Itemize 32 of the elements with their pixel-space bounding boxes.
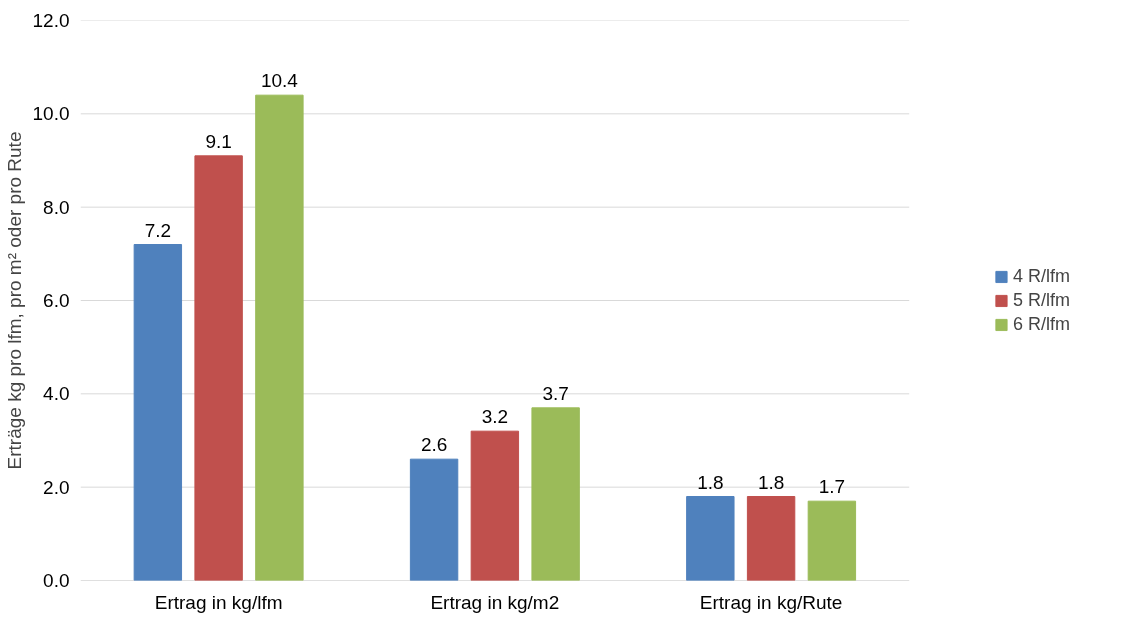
y-tick-label: 6.0 xyxy=(43,290,70,311)
data-label: 2.6 xyxy=(420,434,448,456)
bar xyxy=(686,496,735,581)
bar xyxy=(133,244,183,581)
y-tick-label: 4.0 xyxy=(43,383,70,405)
data-label: 1.7 xyxy=(818,476,846,498)
data-label: 10.4 xyxy=(260,70,299,92)
y-tick-label: 2.0 xyxy=(43,476,70,498)
legend-label: 6 R/lfm xyxy=(1012,313,1070,335)
x-tick-label: Ertrag in kg/lfm xyxy=(154,591,283,613)
y-tick-label: 0.0 xyxy=(43,570,70,591)
y-tick-label: 10.0 xyxy=(32,103,70,125)
data-label: 9.1 xyxy=(205,130,232,152)
data-label: 1.8 xyxy=(757,471,785,493)
bar xyxy=(807,500,857,581)
bar xyxy=(409,458,459,581)
bar xyxy=(531,407,580,581)
data-label: 7.2 xyxy=(144,219,172,241)
data-label: 3.7 xyxy=(542,382,569,404)
bar xyxy=(194,155,243,581)
y-tick-label: 8.0 xyxy=(43,196,70,218)
x-tick-label: Ertrag in kg/m2 xyxy=(430,591,560,613)
bar xyxy=(746,496,796,581)
y-tick-label: 12.0 xyxy=(32,10,70,31)
y-axis-title: Erträge kg pro lfm, pro m² oder pro Rute xyxy=(3,131,25,470)
data-label: 3.2 xyxy=(481,406,509,428)
data-label: 1.8 xyxy=(697,471,724,493)
bar xyxy=(255,94,304,581)
legend-label: 4 R/lfm xyxy=(1012,265,1070,287)
legend-label: 5 R/lfm xyxy=(1012,289,1070,311)
x-tick-label: Ertrag in kg/Rute xyxy=(699,591,843,613)
bar xyxy=(470,430,520,581)
